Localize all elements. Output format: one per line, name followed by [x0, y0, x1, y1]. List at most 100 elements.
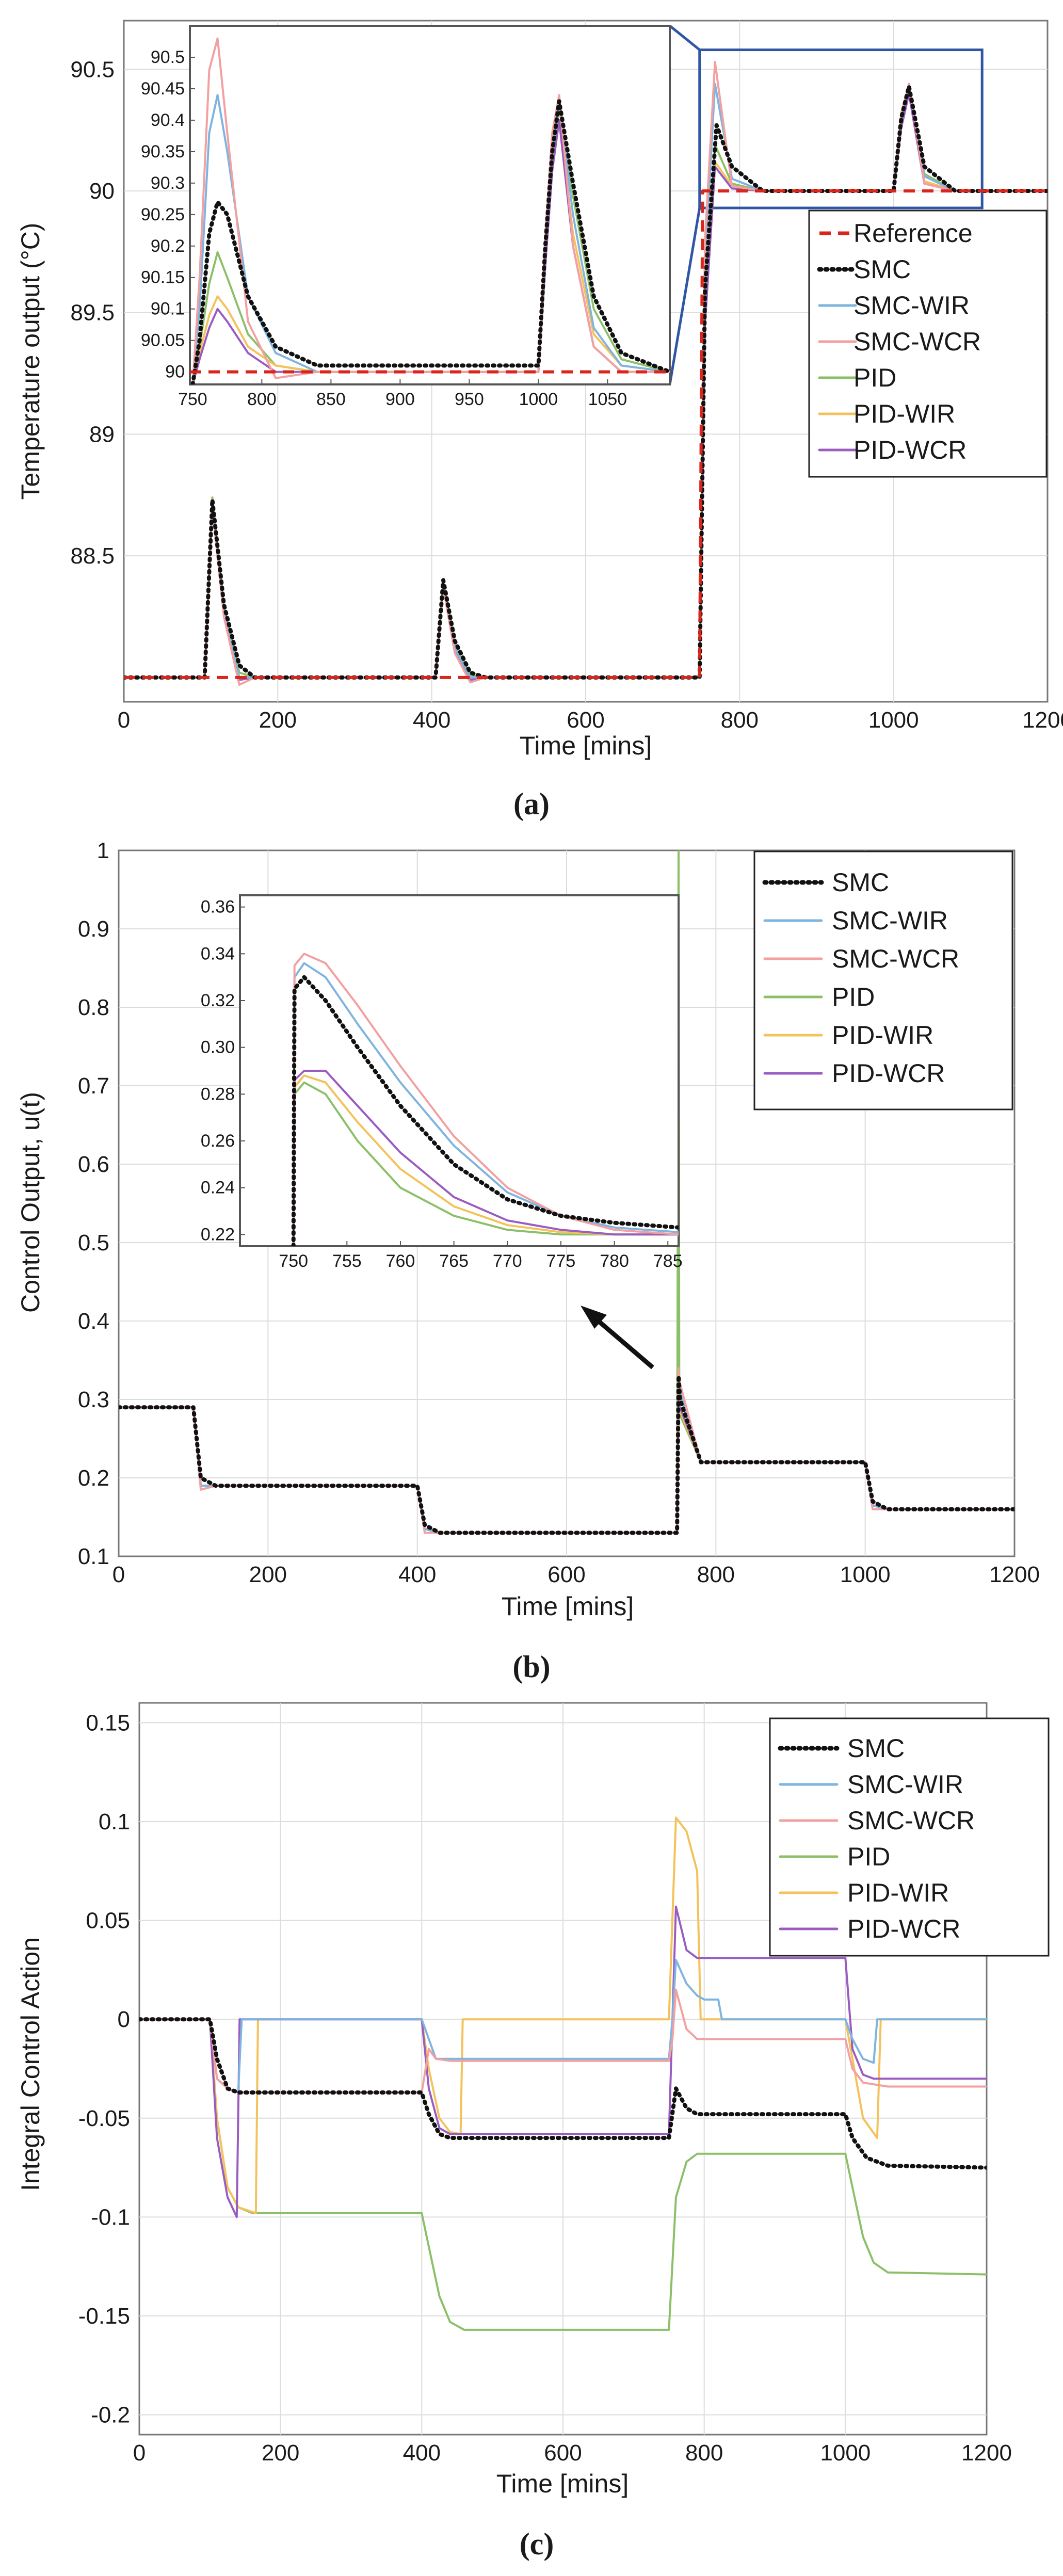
- panel-a-inset-series: [190, 37, 670, 384]
- panel-b-y-tick-label: 0.3: [78, 1387, 109, 1412]
- panel-a-inset-x-tick-label: 1050: [588, 390, 627, 409]
- panel-c-legend-entries: SMC SMC-WIR SMC-WCR PID PID-WIR PID-WCR: [778, 1734, 975, 1943]
- panel-a-inset-x-ticks: 750 800 850 900 950 1000 1050: [178, 379, 627, 409]
- panel-a-inset-x-tick-label: 800: [247, 390, 277, 409]
- panel-a-x-tick-label: 600: [567, 707, 604, 733]
- panel-c-y-tick-label: 0: [118, 2007, 130, 2032]
- panel-b-inset-y-tick-label: 0.36: [201, 897, 235, 917]
- panel-b-inset-y-tick-label: 0.26: [201, 1131, 235, 1151]
- panel-b-legend-label-smc-wcr: SMC-WCR: [832, 944, 959, 973]
- panel-c-legend-label-smc-wir: SMC-WIR: [847, 1770, 963, 1799]
- panel-b-inset-x-tick-label: 770: [493, 1251, 522, 1271]
- panel-c-x-tick-label: 400: [403, 2440, 441, 2466]
- panel-c-x-tick-label: 800: [685, 2440, 723, 2466]
- panel-a-y-ticks: 88.5 89 89.5 90 90.5: [70, 57, 115, 569]
- panel-c-ylabel: Integral Control Action: [16, 1937, 45, 2191]
- panel-b-inset-y-tick-label: 0.30: [201, 1038, 235, 1057]
- panel-b-inset-y-tick-label: 0.28: [201, 1084, 235, 1104]
- panel-a-series-reference: [124, 189, 1048, 679]
- panel-a-x-tick-label: 1200: [1022, 707, 1063, 733]
- panel-b-x-tick-label: 400: [398, 1562, 436, 1587]
- panel-c: 0 200 400 600 800 1000 1200 -0.2 -0.15 -0.1 -0.05…: [16, 1702, 1050, 2561]
- panel-c-x-tick-label: 600: [544, 2440, 582, 2466]
- panel-c-legend-label-smc-wcr: SMC-WCR: [847, 1806, 975, 1835]
- panel-b-inset-y-ticks: 0.22 0.24 0.26 0.28 0.30 0.32 0.34 0.36: [201, 897, 245, 1244]
- panel-c-x-tick-label: 1200: [961, 2440, 1012, 2466]
- panel-a-x-ticks: 0 200 400 600 800 1000 1200: [118, 707, 1063, 733]
- panel-b-inset-x-tick-label: 750: [279, 1251, 308, 1271]
- panel-a-legend-label-smc-wcr: SMC-WCR: [853, 327, 981, 356]
- panel-a-x-tick-label: 200: [259, 707, 297, 733]
- panel-b-inset-y-tick-label: 0.34: [201, 944, 235, 963]
- panel-c-series: [139, 1816, 987, 2331]
- panel-a-x-tick-label: 800: [721, 707, 759, 733]
- panel-b-y-tick-label: 0.5: [78, 1230, 109, 1255]
- panel-a-inset-y-tick-label: 90.05: [141, 331, 185, 350]
- panel-b-x-tick-label: 0: [112, 1562, 125, 1587]
- panel-c-y-tick-label: 0.1: [99, 1809, 130, 1834]
- panel-b-x-tick-label: 200: [249, 1562, 287, 1587]
- panel-a-zoom-connector: [669, 25, 701, 51]
- panel-a-zoom-connector: [668, 207, 701, 385]
- panel-b-x-tick-label: 600: [547, 1562, 585, 1587]
- panel-a-inset-y-tick-label: 90.35: [141, 142, 185, 162]
- panel-a-legend: [808, 210, 1048, 478]
- panel-c-xlabel: Time [mins]: [496, 2469, 629, 2498]
- panel-c-y-tick-label: -0.05: [78, 2106, 130, 2131]
- panel-a-legend-label-reference: Reference: [853, 219, 973, 248]
- panel-a-legend-label-pid-wcr: PID-WCR: [853, 436, 967, 464]
- panel-b-series: [119, 850, 1014, 1535]
- panel-a-zoom-box: [698, 49, 984, 210]
- panel-b-y-tick-label: 0.2: [78, 1466, 109, 1491]
- panel-a-inset-y-tick-label: 90.5: [151, 47, 185, 67]
- panel-a-inset-x-tick-label: 750: [178, 390, 207, 409]
- panel-b-legend: [753, 850, 1013, 1110]
- panel-b-inset-y-tick-label: 0.24: [201, 1178, 235, 1198]
- panel-c-x-tick-label: 1000: [820, 2440, 871, 2466]
- panel-b-inset-x-ticks: 750 755 760 765 770 775 780 785: [279, 1241, 683, 1271]
- panel-b-x-ticks: 0 200 400 600 800 1000 1200: [112, 1562, 1040, 1587]
- panel-c-y-tick-label: 0.15: [86, 1710, 130, 1735]
- panel-a-inset-x-tick-label: 850: [316, 390, 346, 409]
- panel-a-inset-y-tick-label: 90.25: [141, 205, 185, 224]
- panel-a-series-smc: [124, 84, 1048, 680]
- panel-b-inset-x-tick-label: 760: [386, 1251, 415, 1271]
- panel-a-inset-series-smc-wcr: [191, 37, 670, 384]
- panel-a-y-tick-label: 89.5: [70, 300, 115, 326]
- panel-b-legend-entries: SMC SMC-WIR SMC-WCR PID PID-WIR PID-WCR: [762, 868, 959, 1088]
- panel-c-y-tick-label: -0.2: [91, 2403, 130, 2428]
- panel-a-x-tick-label: 400: [413, 707, 450, 733]
- panel-a-zoom-indicator: [668, 25, 984, 385]
- panel-a-y-tick-label: 90.5: [70, 57, 115, 82]
- panel-a-legend-label-pid: PID: [853, 363, 896, 392]
- panel-a-y-tick-label: 89: [89, 422, 115, 447]
- panel-a-caption: (a): [513, 787, 550, 821]
- panel-b-inset-series-pid-wcr: [292, 1070, 679, 1246]
- panel-a-legend-label-smc-wir: SMC-WIR: [853, 291, 970, 320]
- panel-b-legend-label-pid: PID: [832, 983, 875, 1011]
- panel-c-series-smc: [139, 2017, 987, 2170]
- panel-b-inset-x-tick-label: 775: [546, 1251, 576, 1271]
- panel-a-inset-y-tick-label: 90.3: [151, 173, 185, 193]
- panel-a-x-tick-label: 0: [118, 707, 130, 733]
- panel-c-y-ticks: -0.2 -0.15 -0.1 -0.05 0 0.05 0.1 0.15: [78, 1710, 130, 2427]
- panel-a-legend-entries: Reference SMC SMC-WIR SMC-WCR PID PID-WIR PID-…: [817, 219, 981, 464]
- panel-b-inset-series-pid: [292, 1081, 679, 1246]
- panel-b-inset-y-tick-label: 0.22: [201, 1225, 235, 1244]
- panel-c-y-tick-label: 0.05: [86, 1908, 130, 1934]
- panel-b-y-tick-label: 0.7: [78, 1073, 109, 1099]
- panel-b-y-tick-label: 0.1: [78, 1544, 109, 1569]
- panel-a-x-tick-label: 1000: [868, 707, 919, 733]
- panel-c-grid: [139, 1703, 987, 2435]
- panel-a-ylabel: Temperature output (°C): [16, 223, 45, 500]
- panel-b-inset-x-tick-label: 780: [600, 1251, 629, 1271]
- panel-b-inset-series-smc: [291, 975, 679, 1246]
- panel-b-caption: (b): [512, 1650, 550, 1684]
- panel-b-x-tick-label: 800: [697, 1562, 735, 1587]
- panel-c-legend-label-smc: SMC: [847, 1734, 905, 1763]
- panel-b-inset-series: [291, 953, 679, 1246]
- panel-b-x-tick-label: 1200: [989, 1562, 1040, 1587]
- panel-a-inset-y-tick-label: 90: [165, 362, 185, 382]
- panel-b-y-tick-label: 0.8: [78, 995, 109, 1020]
